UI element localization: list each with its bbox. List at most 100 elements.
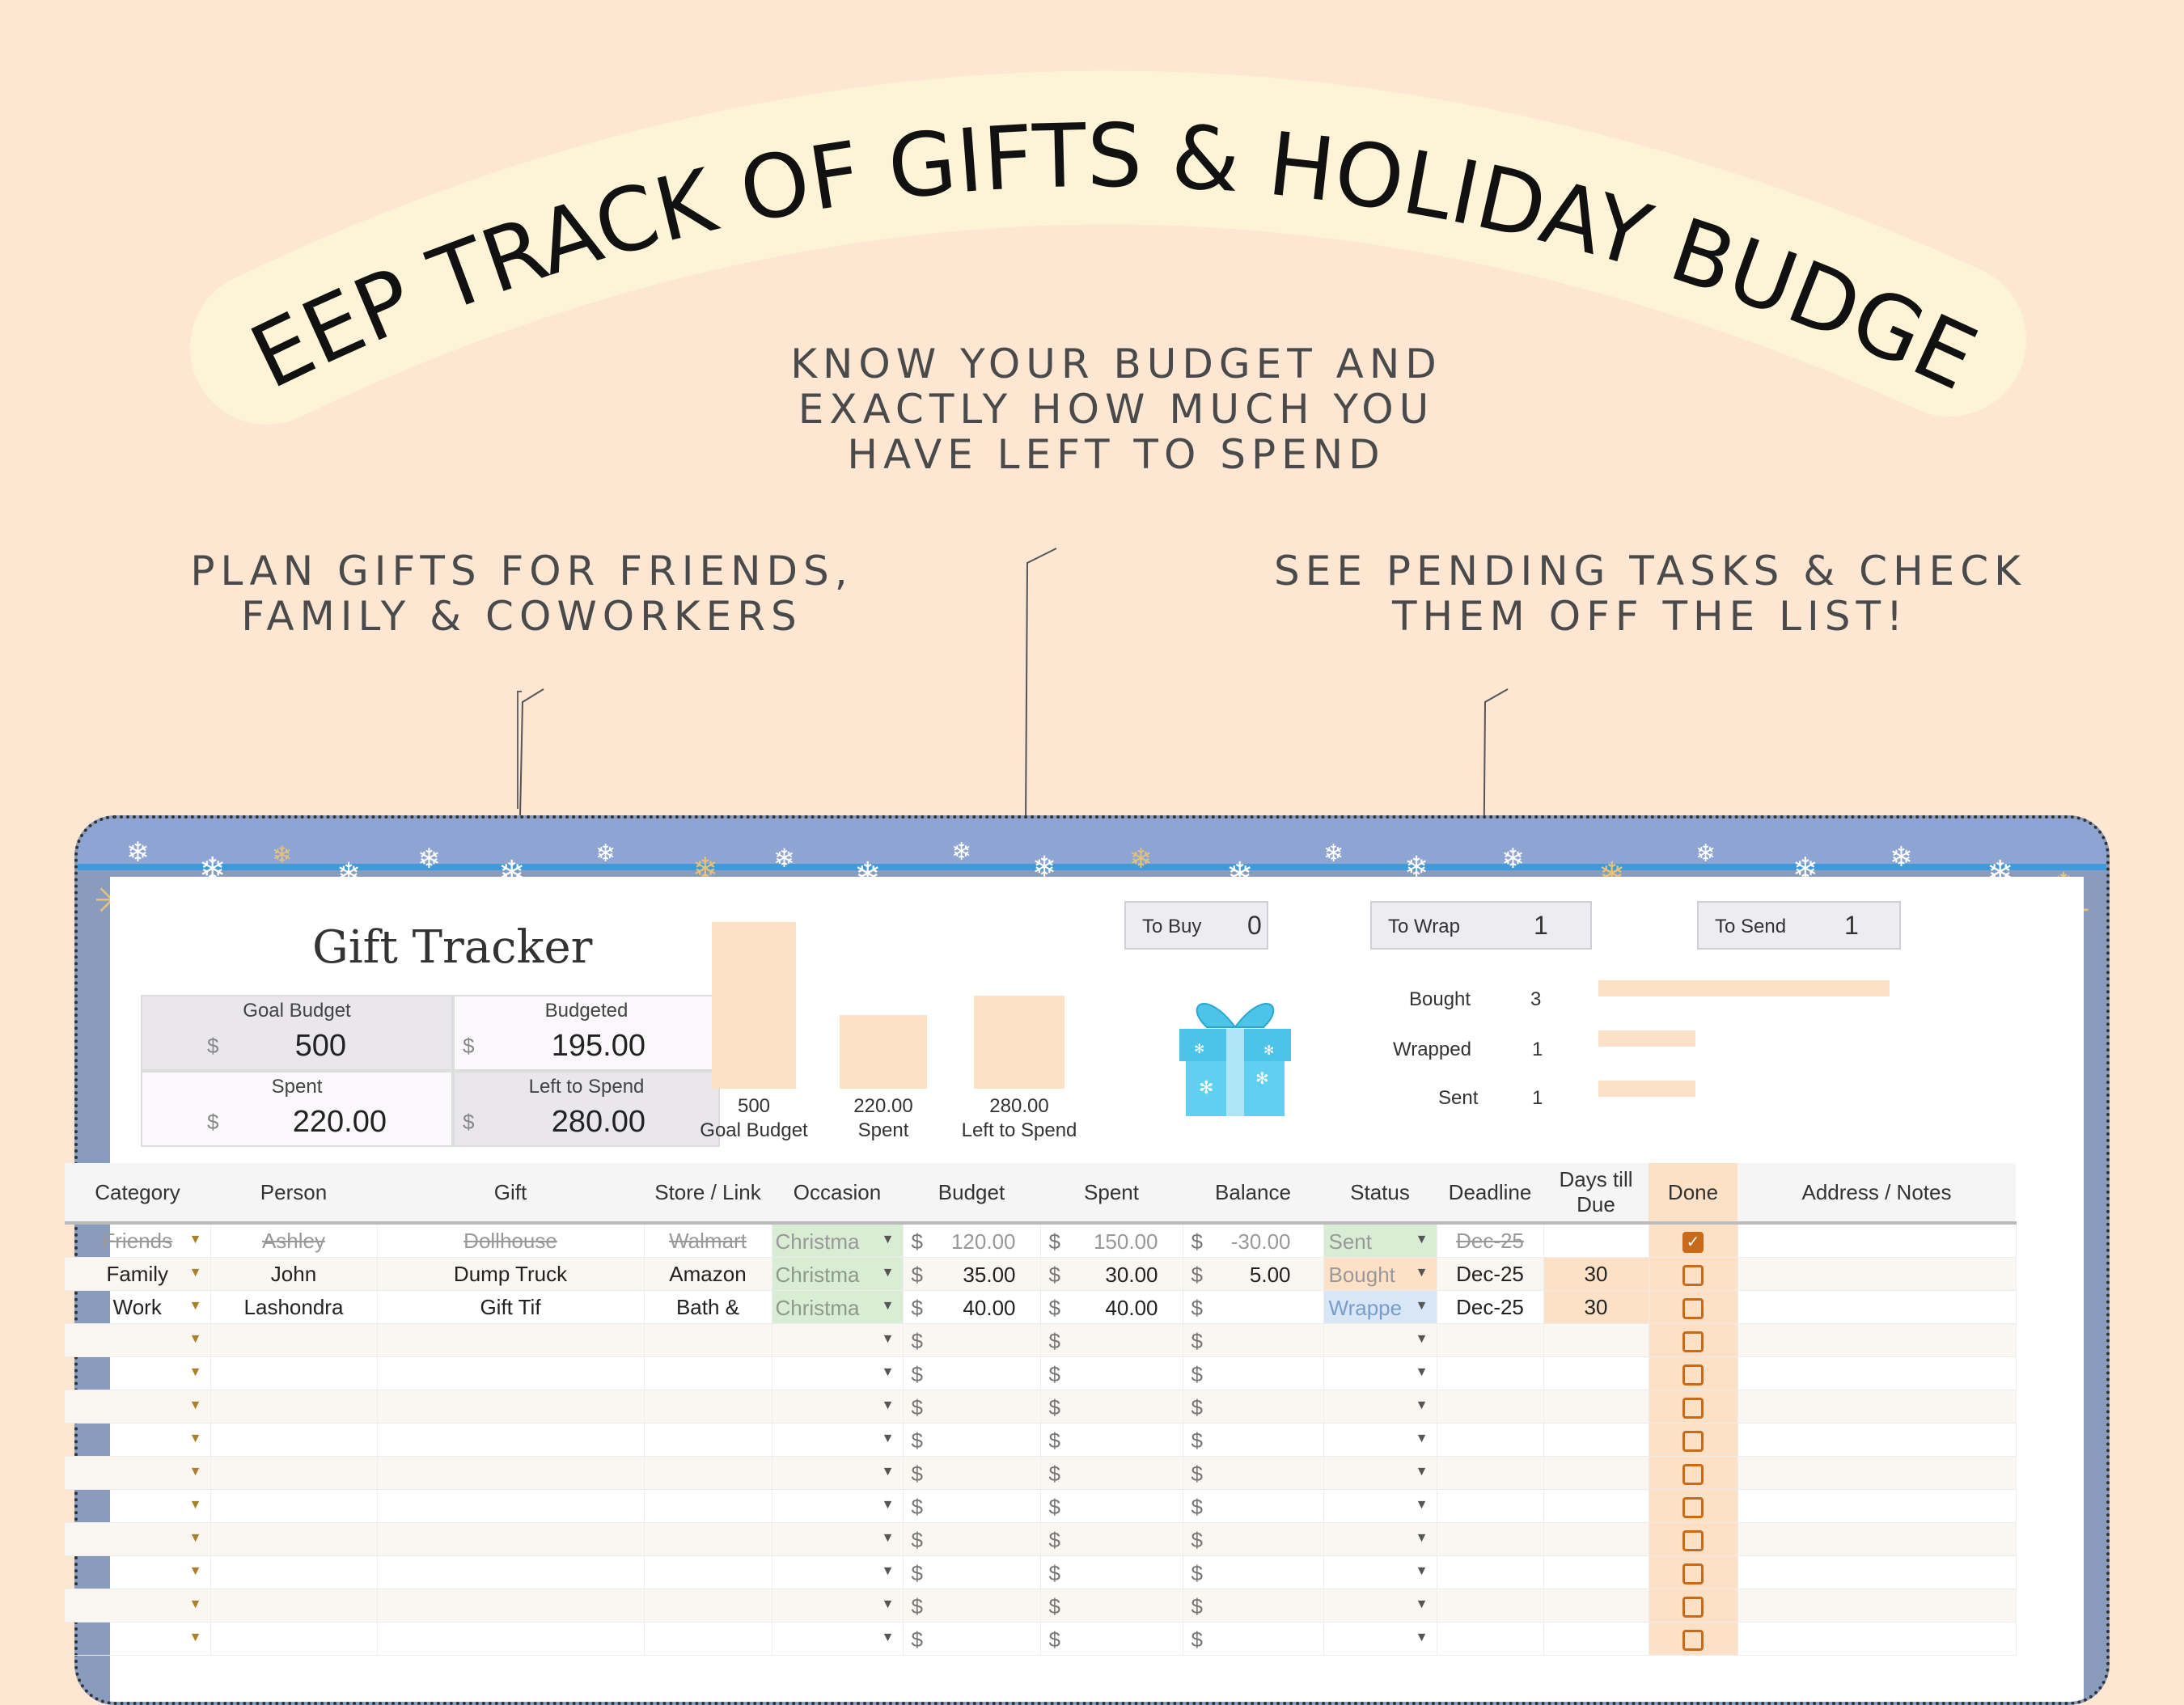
person-cell[interactable] bbox=[210, 1489, 378, 1523]
person-cell[interactable] bbox=[210, 1622, 378, 1656]
dropdown-arrow-icon[interactable]: ▼ bbox=[1415, 1597, 1428, 1611]
dropdown-arrow-icon[interactable]: ▼ bbox=[881, 1299, 895, 1313]
column-header[interactable]: Category bbox=[65, 1163, 210, 1225]
budget-cell[interactable]: $ bbox=[903, 1390, 1041, 1424]
occasion-cell[interactable]: ▼ bbox=[772, 1489, 904, 1523]
dropdown-arrow-icon[interactable]: ▼ bbox=[188, 1465, 202, 1479]
store-cell[interactable]: Bath & bbox=[644, 1290, 772, 1324]
spent-cell[interactable]: $ bbox=[1040, 1323, 1183, 1357]
done-cell[interactable] bbox=[1649, 1589, 1738, 1622]
store-cell[interactable] bbox=[644, 1555, 772, 1589]
category-cell[interactable]: Family ▼ bbox=[65, 1257, 211, 1291]
notes-cell[interactable] bbox=[1737, 1390, 2017, 1424]
column-header[interactable]: Spent bbox=[1040, 1163, 1183, 1225]
column-header[interactable]: Balance bbox=[1183, 1163, 1323, 1225]
budget-cell[interactable]: $40.00 bbox=[903, 1290, 1041, 1324]
notes-cell[interactable] bbox=[1737, 1489, 2017, 1523]
category-cell[interactable]: ▼ bbox=[65, 1423, 211, 1457]
notes-cell[interactable] bbox=[1737, 1589, 2017, 1622]
store-cell[interactable] bbox=[644, 1423, 772, 1457]
done-cell[interactable] bbox=[1649, 1555, 1738, 1589]
column-header[interactable]: Store / Link bbox=[644, 1163, 772, 1225]
status-cell[interactable]: Wrappe ▼ bbox=[1323, 1290, 1437, 1324]
deadline-cell[interactable] bbox=[1437, 1423, 1544, 1457]
spent-cell[interactable]: $ bbox=[1040, 1555, 1183, 1589]
store-cell[interactable] bbox=[644, 1622, 772, 1656]
person-cell[interactable] bbox=[210, 1423, 378, 1457]
done-cell[interactable] bbox=[1649, 1390, 1738, 1424]
done-cell[interactable] bbox=[1649, 1423, 1738, 1457]
category-cell[interactable]: ▼ bbox=[65, 1390, 211, 1424]
person-cell[interactable] bbox=[210, 1522, 378, 1556]
dropdown-arrow-icon[interactable]: ▼ bbox=[188, 1365, 202, 1379]
dropdown-arrow-icon[interactable]: ▼ bbox=[188, 1597, 202, 1611]
notes-cell[interactable] bbox=[1737, 1423, 2017, 1457]
done-checkbox[interactable] bbox=[1682, 1297, 1704, 1319]
category-cell[interactable]: ▼ bbox=[65, 1456, 211, 1490]
dropdown-arrow-icon[interactable]: ▼ bbox=[881, 1332, 895, 1346]
gift-cell[interactable] bbox=[377, 1622, 645, 1656]
column-header[interactable]: Address / Notes bbox=[1737, 1163, 2016, 1225]
store-cell[interactable] bbox=[644, 1489, 772, 1523]
dropdown-arrow-icon[interactable]: ▼ bbox=[881, 1465, 895, 1479]
done-checkbox[interactable] bbox=[1682, 1629, 1704, 1651]
dropdown-arrow-icon[interactable]: ▼ bbox=[881, 1398, 895, 1412]
budget-cell[interactable]: $ bbox=[903, 1323, 1041, 1357]
done-cell[interactable] bbox=[1649, 1456, 1738, 1490]
deadline-cell[interactable]: Dec-25 bbox=[1437, 1223, 1544, 1258]
gift-cell[interactable] bbox=[377, 1323, 645, 1357]
gift-cell[interactable] bbox=[377, 1589, 645, 1622]
done-checkbox[interactable] bbox=[1682, 1397, 1704, 1419]
notes-cell[interactable] bbox=[1737, 1356, 2017, 1390]
notes-cell[interactable] bbox=[1737, 1456, 2017, 1490]
dropdown-arrow-icon[interactable]: ▼ bbox=[1415, 1564, 1428, 1578]
person-cell[interactable] bbox=[210, 1323, 378, 1357]
done-checkbox[interactable]: ✓ bbox=[1682, 1231, 1704, 1253]
notes-cell[interactable] bbox=[1737, 1522, 2017, 1556]
dropdown-arrow-icon[interactable]: ▼ bbox=[188, 1432, 202, 1445]
occasion-cell[interactable]: ▼ bbox=[772, 1555, 904, 1589]
column-header[interactable]: Done bbox=[1649, 1163, 1737, 1225]
budget-cell[interactable]: $ bbox=[903, 1589, 1041, 1622]
spent-cell[interactable]: $150.00 bbox=[1040, 1223, 1183, 1258]
person-cell[interactable] bbox=[210, 1456, 378, 1490]
occasion-cell[interactable]: ▼ bbox=[772, 1589, 904, 1622]
occasion-cell[interactable]: ▼ bbox=[772, 1390, 904, 1424]
status-cell[interactable]: ▼ bbox=[1323, 1456, 1437, 1490]
spent-cell[interactable]: $ bbox=[1040, 1456, 1183, 1490]
done-cell[interactable] bbox=[1649, 1489, 1738, 1523]
category-cell[interactable]: ▼ bbox=[65, 1622, 211, 1656]
dropdown-arrow-icon[interactable]: ▼ bbox=[1415, 1365, 1428, 1379]
goal-budget-card[interactable]: Goal Budget $ 500 bbox=[141, 995, 453, 1071]
spent-cell[interactable]: $ bbox=[1040, 1356, 1183, 1390]
column-header[interactable]: Days till Due bbox=[1543, 1163, 1649, 1225]
store-cell[interactable] bbox=[644, 1323, 772, 1357]
dropdown-arrow-icon[interactable]: ▼ bbox=[1415, 1233, 1428, 1246]
dropdown-arrow-icon[interactable]: ▼ bbox=[881, 1266, 895, 1280]
done-cell[interactable] bbox=[1649, 1257, 1738, 1291]
category-cell[interactable]: ▼ bbox=[65, 1489, 211, 1523]
deadline-cell[interactable] bbox=[1437, 1356, 1544, 1390]
done-cell[interactable] bbox=[1649, 1522, 1738, 1556]
dropdown-arrow-icon[interactable]: ▼ bbox=[188, 1266, 202, 1280]
status-cell[interactable]: ▼ bbox=[1323, 1589, 1437, 1622]
dropdown-arrow-icon[interactable]: ▼ bbox=[881, 1597, 895, 1611]
dropdown-arrow-icon[interactable]: ▼ bbox=[881, 1233, 895, 1246]
notes-cell[interactable] bbox=[1737, 1555, 2017, 1589]
status-cell[interactable]: Bought ▼ bbox=[1323, 1257, 1437, 1291]
person-cell[interactable]: Lashondra bbox=[210, 1290, 378, 1324]
gift-cell[interactable] bbox=[377, 1489, 645, 1523]
person-cell[interactable] bbox=[210, 1390, 378, 1424]
column-header[interactable]: Gift bbox=[377, 1163, 644, 1225]
done-checkbox[interactable] bbox=[1682, 1264, 1704, 1286]
done-checkbox[interactable] bbox=[1682, 1496, 1704, 1518]
status-cell[interactable]: Sent ▼ bbox=[1323, 1223, 1437, 1258]
dropdown-arrow-icon[interactable]: ▼ bbox=[1415, 1631, 1428, 1644]
budget-cell[interactable]: $120.00 bbox=[903, 1223, 1041, 1258]
status-cell[interactable]: ▼ bbox=[1323, 1390, 1437, 1424]
budget-cell[interactable]: $ bbox=[903, 1622, 1041, 1656]
occasion-cell[interactable]: ▼ bbox=[772, 1622, 904, 1656]
gift-cell[interactable]: Gift Tif bbox=[377, 1290, 645, 1324]
status-cell[interactable]: ▼ bbox=[1323, 1522, 1437, 1556]
budget-cell[interactable]: $ bbox=[903, 1555, 1041, 1589]
